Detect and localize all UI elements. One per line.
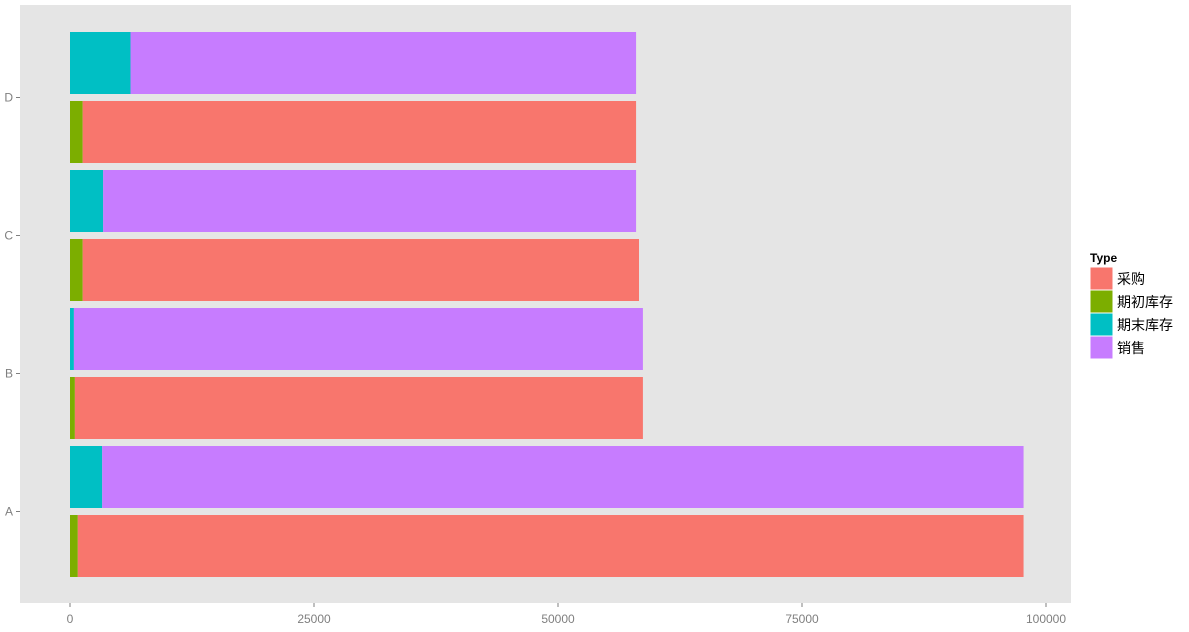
bar-b-sales-segment-2 (73, 308, 643, 370)
legend-label-1: 采购 (1117, 272, 1145, 288)
bar-d-sales-segment-2 (130, 32, 637, 94)
bar-d-sales-segment-1 (70, 32, 131, 94)
x-tick-label-1: 25000 (297, 612, 331, 626)
x-tick-label-0: 0 (67, 612, 74, 626)
legend-label-3: 期末库存 (1117, 318, 1173, 334)
bar-d-purchase-segment-1 (70, 101, 83, 163)
legend-key-4 (1089, 335, 1114, 360)
y-tick-label-b: B (5, 367, 13, 381)
plot-panel (20, 5, 1071, 603)
bar-c-purchase-segment-1 (70, 239, 83, 301)
bar-a-sales-segment-2 (102, 446, 1024, 508)
bar-c-purchase-segment-2 (82, 239, 640, 301)
legend-key-1 (1089, 266, 1114, 291)
x-axis: 0 25000 50000 75000 100000 (67, 603, 1066, 626)
bar-b-sales-segment-1 (70, 308, 74, 370)
legend-label-2: 期初库存 (1117, 294, 1173, 311)
legend-title: Type (1090, 251, 1117, 265)
x-tick-label-2: 50000 (541, 612, 575, 626)
y-axis: A B C D (4, 91, 20, 519)
legend-key-2 (1089, 289, 1114, 314)
x-tick-label-3: 75000 (785, 612, 819, 626)
bar-a-purchase-segment-1 (70, 515, 78, 577)
x-tick-label-4: 100000 (1026, 612, 1066, 626)
bar-c-sales-segment-2 (103, 170, 637, 232)
bars-layer (70, 32, 1024, 577)
bar-b-purchase-segment-2 (74, 377, 643, 439)
bar-a-sales-segment-1 (70, 446, 103, 508)
bar-c-sales-segment-1 (70, 170, 104, 232)
bar-d-purchase-segment-2 (82, 101, 637, 163)
y-tick-label-a: A (5, 505, 13, 519)
bar-b-purchase-segment-1 (70, 377, 75, 439)
bar-a-purchase-segment-2 (77, 515, 1024, 577)
legend-label-4: 销售 (1117, 341, 1145, 357)
legend-key-3 (1089, 312, 1114, 337)
y-tick-label-c: C (4, 229, 13, 243)
y-tick-label-d: D (4, 91, 13, 105)
